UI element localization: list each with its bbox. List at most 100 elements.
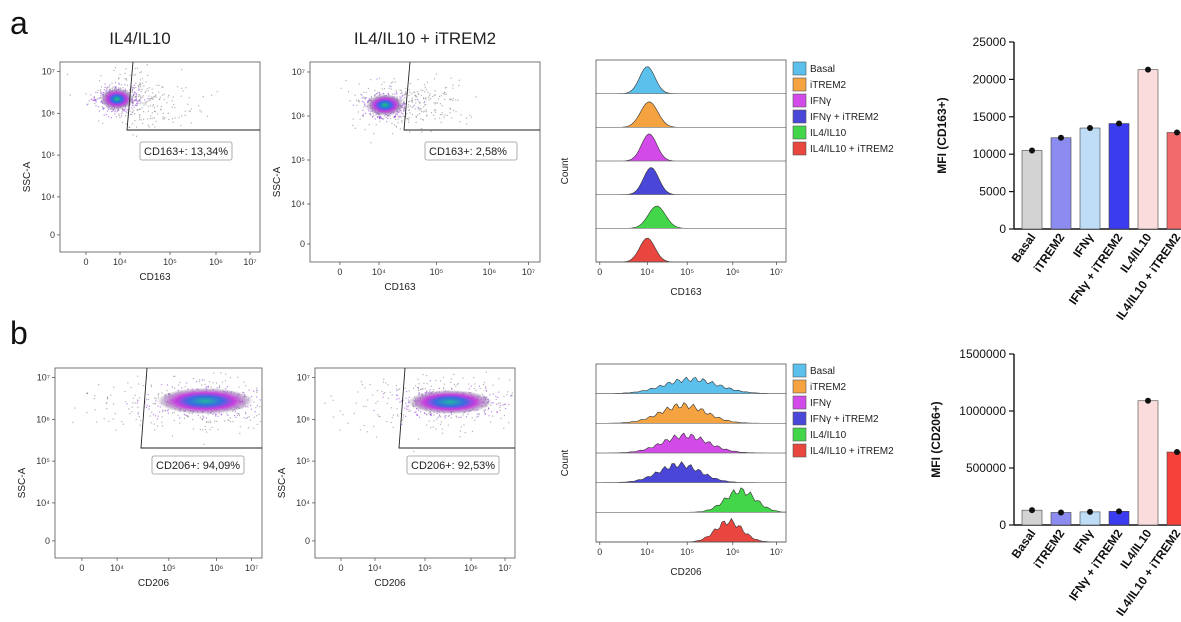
scatter-event [249, 419, 251, 421]
scatter-event [229, 377, 231, 379]
scatter-event [186, 414, 188, 416]
scatter-event [163, 93, 165, 95]
scatter-event [140, 101, 142, 103]
scatter-event [433, 109, 435, 111]
scatter-event [444, 415, 446, 417]
scatter-event [381, 83, 383, 85]
scatter-event [444, 114, 446, 116]
scatter-event [149, 415, 151, 417]
density-core [100, 88, 134, 110]
scatter-event [86, 392, 88, 394]
scatter-event [139, 89, 141, 91]
scatter-event [455, 385, 457, 387]
y-tick-label: 10⁶ [41, 108, 55, 118]
scatter-event [376, 116, 378, 118]
scatter-event [452, 87, 454, 89]
scatter-event [387, 397, 389, 399]
scatter-event [376, 390, 378, 392]
scatter-event [504, 403, 506, 405]
histogram-ifn-itrem2 [595, 167, 787, 195]
scatter-event [426, 390, 428, 392]
scatter-event [212, 382, 214, 384]
bar-category-label: Basal [1009, 231, 1039, 265]
scatter-event [432, 114, 435, 116]
scatter-event [135, 105, 137, 107]
scatter-event [184, 414, 186, 416]
scatter-event [402, 416, 404, 418]
scatter-event [409, 105, 411, 107]
scatter-event [393, 116, 395, 118]
scatter-event [482, 393, 484, 395]
scatter-event [492, 415, 494, 417]
scatter-event [149, 105, 151, 107]
scatter-event [102, 92, 104, 94]
x-tick-label: 10⁶ [210, 563, 224, 573]
scatter-event [414, 91, 416, 93]
scatter-event [123, 109, 125, 111]
scatter-event [124, 78, 126, 80]
scatter-event [112, 418, 114, 420]
scatter-event [154, 111, 156, 113]
scatter-event [118, 78, 120, 80]
scatter-event [361, 94, 363, 96]
scatter-event [183, 413, 185, 416]
scatter-event [259, 406, 261, 408]
scatter-event [499, 406, 501, 409]
scatter-event [405, 397, 407, 399]
scatter-event [205, 386, 207, 388]
scatter-event [407, 399, 409, 401]
scatter-event [381, 88, 383, 90]
scatter-event [362, 113, 364, 115]
x-axis-label: CD163 [139, 272, 171, 283]
scatter-event [446, 114, 449, 116]
scatter-event [503, 427, 505, 429]
scatter-event [373, 133, 375, 135]
histogram-ifn- [596, 432, 786, 454]
scatter-event [419, 102, 421, 104]
scatter-event [125, 110, 127, 113]
scatter-event [460, 114, 462, 116]
scatter-event [154, 397, 156, 399]
scatter-event [100, 101, 102, 103]
scatter-event [439, 113, 442, 116]
scatter-event [106, 110, 108, 112]
scatter-event [224, 380, 227, 382]
scatter-event [93, 398, 95, 400]
scatter-event [211, 426, 213, 428]
scatter-event [128, 89, 131, 91]
scatter-event [470, 385, 472, 387]
scatter-event [430, 413, 432, 415]
scatter-event [403, 103, 405, 105]
scatter-event [106, 87, 108, 89]
scatter-event [105, 402, 107, 405]
scatter-event [390, 407, 392, 409]
scatter-event [404, 93, 406, 95]
scatter-event [401, 112, 403, 114]
scatter-event [386, 421, 388, 423]
scatter-event [122, 423, 124, 425]
scatter-event [447, 424, 449, 426]
scatter-event [218, 386, 220, 389]
scatter-event [126, 84, 129, 86]
scatter-event [112, 86, 114, 88]
bar-y-axis-label: MFI (CD206+) [929, 401, 943, 477]
scatter-event [88, 100, 90, 102]
scatter-event [432, 389, 435, 391]
scatter-event [379, 416, 381, 418]
scatter-event [199, 109, 201, 112]
scatter-event [138, 114, 141, 116]
scatter-event [124, 72, 126, 74]
scatter-event [147, 393, 149, 396]
x-tick-label: 0 [79, 563, 84, 573]
scatter-event [418, 93, 420, 96]
scatter-event [159, 411, 161, 413]
scatter-event [162, 86, 164, 88]
scatter-event [424, 101, 426, 103]
scatter-event [152, 105, 154, 107]
scatter-event [162, 411, 164, 413]
scatter-event [378, 77, 381, 79]
y-tick-label: 0 [45, 536, 50, 546]
scatter-event [402, 94, 404, 97]
legend-label: Basal [810, 366, 835, 377]
scatter-event [140, 90, 142, 93]
